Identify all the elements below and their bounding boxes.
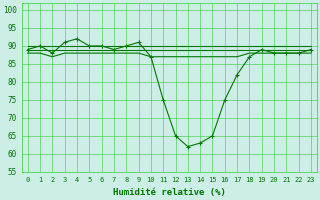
X-axis label: Humidité relative (%): Humidité relative (%) <box>113 188 226 197</box>
